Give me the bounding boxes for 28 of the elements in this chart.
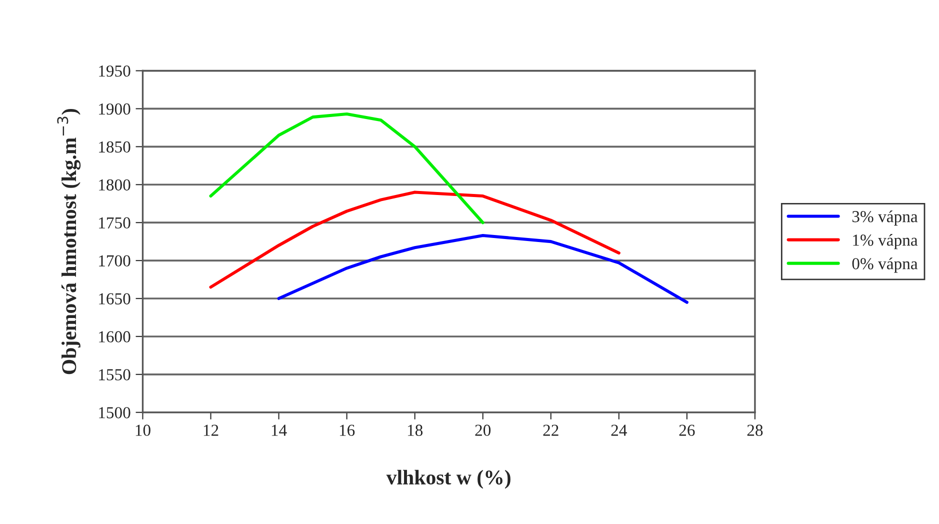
- y-tick-label: 1550: [99, 369, 130, 380]
- y-tick-label: 1800: [99, 179, 130, 191]
- y-tick-label: 1600: [99, 331, 130, 342]
- y-tick-label: 1750: [99, 217, 130, 229]
- x-tick-label: 14: [272, 424, 287, 436]
- line-series: [277, 234, 688, 304]
- legend-label: 1% vápna: [853, 234, 918, 250]
- line-series: [209, 190, 620, 289]
- x-tick-label: 18: [408, 424, 423, 436]
- x-axis-title: vlhkost w (%): [386, 470, 510, 489]
- y-tick-label: 1850: [99, 141, 130, 153]
- y-tick-label: 1700: [99, 255, 130, 266]
- y-tick-label: 1650: [99, 293, 130, 304]
- x-tick-label: 28: [747, 424, 763, 436]
- y-tick-label: 1900: [99, 103, 130, 115]
- x-tick-label: 20: [475, 424, 491, 436]
- legend-label: 0% vápna: [852, 258, 918, 273]
- x-tick-label: 24: [611, 424, 627, 436]
- x-tick-label: 12: [204, 424, 218, 436]
- y-axis-title: Objemová hmotnost (kg.m$^{−3}$): [57, 108, 81, 374]
- x-tick-label: 26: [679, 424, 695, 436]
- x-tick-label: 22: [543, 424, 558, 436]
- y-tick-label: 1500: [99, 407, 130, 418]
- x-tick-label: 16: [340, 424, 355, 436]
- x-tick-label: 10: [136, 424, 150, 436]
- line-series: [209, 112, 484, 224]
- y-tick-label: 1950: [99, 65, 130, 77]
- legend-label: 3% vápna: [852, 210, 918, 226]
